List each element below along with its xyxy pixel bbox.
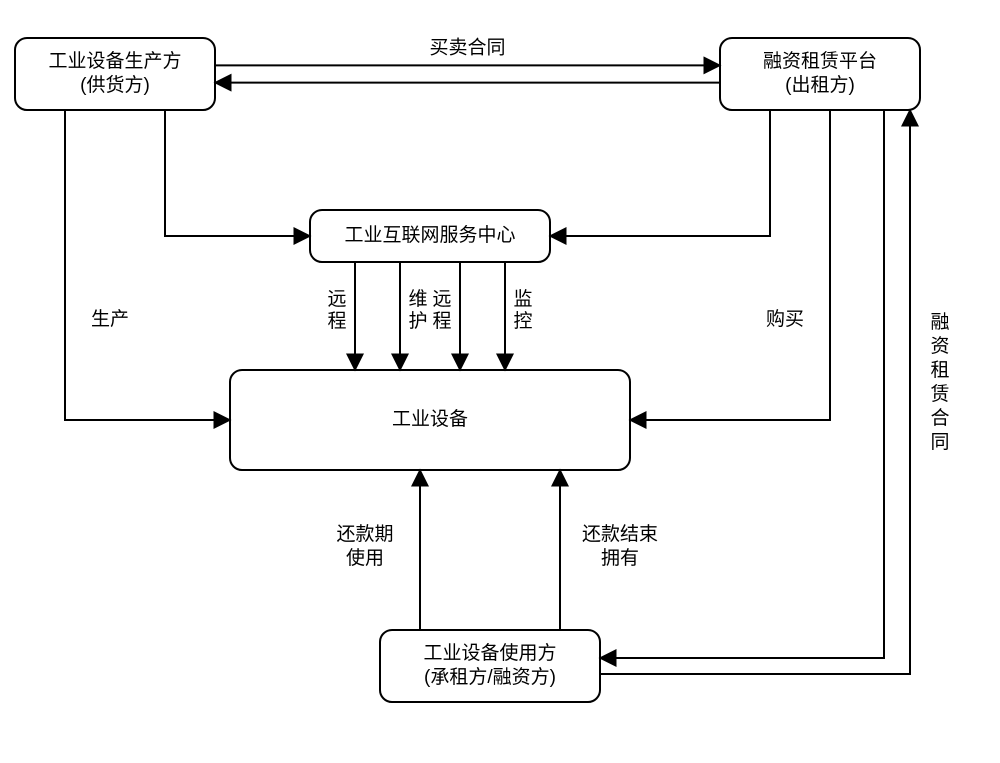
edge-lease-up xyxy=(600,110,910,674)
label-monitor: 控 xyxy=(513,310,532,332)
node-user-label: (承租方/融资方) xyxy=(424,666,556,688)
node-user: 工业设备使用方(承租方/融资方) xyxy=(380,630,600,702)
node-service: 工业互联网服务中心 xyxy=(310,210,550,262)
label-lease-contract: 资 xyxy=(930,335,949,357)
edge-lease-down xyxy=(600,110,884,658)
label-maintain: 护 xyxy=(408,310,427,332)
node-producer: 工业设备生产方(供货方) xyxy=(15,38,215,110)
node-producer-label: (供货方) xyxy=(80,74,150,96)
flowchart-diagram: 工业设备生产方(供货方)融资租赁平台(出租方)工业互联网服务中心工业设备工业设备… xyxy=(0,0,1000,763)
node-producer-label: 工业设备生产方 xyxy=(48,50,181,72)
label-top-contract: 买卖合同 xyxy=(429,36,505,58)
label-monitor: 监 xyxy=(513,288,532,310)
label-remote2: 程 xyxy=(432,310,451,332)
node-platform: 融资租赁平台(出租方) xyxy=(720,38,920,110)
node-user-label: 工业设备使用方 xyxy=(423,642,556,664)
edge-purchase xyxy=(630,110,830,420)
label-lease-contract: 融 xyxy=(930,311,949,333)
node-platform-label: (出租方) xyxy=(785,74,855,96)
label-lease-contract: 合 xyxy=(930,407,949,429)
label-repay-use: 还款期 xyxy=(336,523,393,545)
label-purchase: 购买 xyxy=(766,308,804,330)
node-equipment: 工业设备 xyxy=(230,370,630,470)
node-platform-label: 融资租赁平台 xyxy=(763,50,877,72)
label-maintain: 维 xyxy=(408,288,427,310)
label-remote1: 远 xyxy=(327,289,346,310)
label-lease-contract: 租 xyxy=(930,359,949,381)
edge-production xyxy=(65,110,230,420)
label-lease-contract: 同 xyxy=(930,432,949,453)
node-service-label: 工业互联网服务中心 xyxy=(344,224,515,246)
node-equipment-label: 工业设备 xyxy=(392,408,468,430)
label-remote1: 程 xyxy=(327,310,346,332)
label-repay-use: 使用 xyxy=(346,547,384,569)
label-repay-end: 拥有 xyxy=(601,547,639,569)
edge-producer-service xyxy=(165,110,310,236)
label-production: 生产 xyxy=(91,308,129,330)
label-repay-end: 还款结束 xyxy=(582,523,658,545)
edge-platform-service xyxy=(550,110,770,236)
label-remote2: 远 xyxy=(432,289,451,310)
label-lease-contract: 赁 xyxy=(930,383,949,405)
